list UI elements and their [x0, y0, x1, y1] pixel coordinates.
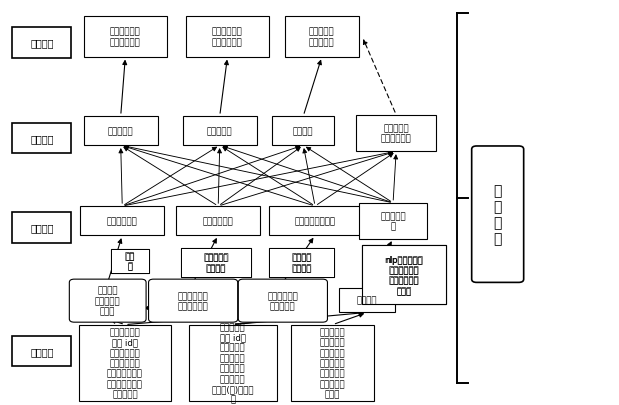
FancyBboxPatch shape [272, 117, 334, 146]
Text: 用户不同年龄
群体观影偏好: 用户不同年龄 群体观影偏好 [110, 28, 141, 47]
Text: 机器学习
算法预测: 机器学习 算法预测 [292, 253, 312, 273]
Text: 用户社交情况: 用户社交情况 [107, 217, 137, 226]
FancyBboxPatch shape [339, 288, 395, 313]
FancyBboxPatch shape [291, 325, 374, 401]
FancyBboxPatch shape [186, 17, 269, 58]
FancyBboxPatch shape [12, 28, 71, 59]
Text: 词库匹配、
正则匹配: 词库匹配、 正则匹配 [203, 253, 229, 273]
Text: 用户观影时间特征: 用户观影时间特征 [295, 217, 335, 226]
FancyBboxPatch shape [12, 124, 71, 154]
Text: 词库匹配、
正则匹配: 词库匹配、 正则匹配 [204, 253, 228, 273]
FancyBboxPatch shape [269, 248, 334, 277]
FancyBboxPatch shape [181, 248, 251, 277]
FancyBboxPatch shape [69, 279, 146, 322]
Text: 用户年龄段: 用户年龄段 [108, 127, 134, 136]
Text: 用户居住地、
用户参与圈组: 用户居住地、 用户参与圈组 [178, 291, 209, 311]
Text: 用
户
画
像: 用 户 画 像 [493, 183, 502, 246]
FancyBboxPatch shape [181, 248, 251, 277]
Text: 用户影评时间
户观影时间: 用户影评时间 户观影时间 [267, 291, 298, 311]
Text: 一级标签: 一级标签 [30, 223, 53, 233]
Text: 用户收入: 用户收入 [293, 127, 314, 136]
Text: 三级标签: 三级标签 [30, 38, 53, 49]
FancyBboxPatch shape [183, 117, 257, 146]
Text: 用户被关
注数、用户
关注数: 用户被关 注数、用户 关注数 [95, 286, 121, 316]
Text: 用户家庭角
色、社会角色: 用户家庭角 色、社会角色 [381, 124, 412, 143]
Text: 统计
学: 统计 学 [125, 252, 135, 271]
Text: 统计
学: 统计 学 [125, 252, 135, 271]
FancyBboxPatch shape [285, 17, 359, 58]
FancyBboxPatch shape [84, 17, 167, 58]
FancyBboxPatch shape [79, 325, 171, 401]
Text: 电影信息：
电影评分、
电影类型、
拍摄地区、
电影时长、
电影类型、
导演等: 电影信息： 电影评分、 电影类型、 拍摄地区、 电影时长、 电影类型、 导演等 [320, 327, 345, 399]
FancyBboxPatch shape [238, 279, 327, 322]
FancyBboxPatch shape [359, 203, 427, 239]
Text: 机器学习
算法预测: 机器学习 算法预测 [292, 253, 311, 273]
Text: 用户观影偏
好: 用户观影偏 好 [380, 211, 406, 231]
Text: 用户影评：
电影 id、
影评标题、
影评时间、
影评内容、
用户评分、
影评有(无)用数、
等: 用户影评： 电影 id、 影评标题、 影评时间、 影评内容、 用户评分、 影评有… [212, 322, 254, 404]
FancyBboxPatch shape [84, 117, 158, 146]
Text: nlp文本挖揁、
信息提取、句
法分析提取影
评观点: nlp文本挖揁、 信息提取、句 法分析提取影 评观点 [386, 255, 422, 295]
FancyBboxPatch shape [12, 336, 71, 367]
Text: 用户影评: 用户影评 [357, 296, 378, 305]
FancyBboxPatch shape [362, 246, 446, 305]
FancyBboxPatch shape [111, 249, 149, 273]
Text: 原始数据: 原始数据 [30, 346, 53, 356]
FancyBboxPatch shape [269, 248, 334, 277]
Text: 用户所属地区: 用户所属地区 [203, 217, 233, 226]
FancyBboxPatch shape [269, 207, 361, 236]
Text: 二级标签: 二级标签 [30, 134, 53, 144]
Text: 用户不同人格
群体观影情好: 用户不同人格 群体观影情好 [212, 28, 243, 47]
FancyBboxPatch shape [80, 207, 164, 236]
FancyBboxPatch shape [111, 249, 149, 273]
FancyBboxPatch shape [356, 115, 436, 152]
Text: nlp文本挖揁、
信息提取、句
法分析提取影
评观点: nlp文本挖揁、 信息提取、句 法分析提取影 评观点 [384, 255, 423, 295]
Text: 用户不同收
入观影差异: 用户不同收 入观影差异 [309, 28, 335, 47]
FancyBboxPatch shape [362, 246, 446, 305]
Text: 用户基本信息
用户 id、
用户居住地、
用户关注数、
用户被关注数、
用户注册时间、
个人简介等: 用户基本信息 用户 id、 用户居住地、 用户关注数、 用户被关注数、 用户注册… [107, 327, 143, 399]
Text: 用户人格分: 用户人格分 [207, 127, 233, 136]
FancyBboxPatch shape [12, 213, 71, 243]
FancyBboxPatch shape [472, 147, 524, 283]
FancyBboxPatch shape [149, 279, 238, 322]
FancyBboxPatch shape [176, 207, 260, 236]
FancyBboxPatch shape [189, 325, 277, 401]
